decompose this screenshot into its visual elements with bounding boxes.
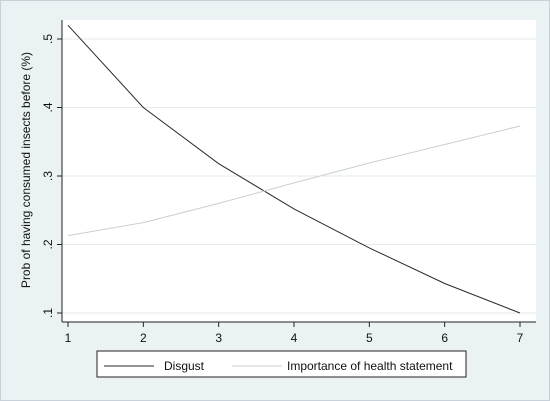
x-tick-label: 6 [441,331,448,345]
y-tick-label: .2 [41,239,55,249]
legend: Disgust Importance of health statement [96,350,467,378]
x-tick-label: 5 [366,331,373,345]
series-lines [67,24,521,314]
y-axis-label: Prob of having consumed insects before (… [19,52,33,288]
x-tick-label: 4 [291,331,298,345]
axes [61,20,536,323]
legend-label-health-statement: Importance of health statement [287,359,453,373]
plot-area [62,20,536,322]
y-tick-label: .4 [41,102,55,112]
legend-box [96,350,467,378]
x-tick-label: 2 [140,331,147,345]
ticks: .1 .2 .3 .4 .5 1 2 3 4 5 6 7 [41,34,524,345]
x-tick-label: 1 [65,331,72,345]
legend-label-disgust: Disgust [164,359,205,373]
x-tick-label: 3 [215,331,222,345]
x-tick-label: 7 [517,331,524,345]
series-line-disgust [67,24,521,314]
gridlines [62,38,536,314]
y-tick-label: .1 [41,308,55,318]
y-tick-label: .3 [41,171,55,181]
series-line-importance-of-health-statement [67,125,521,237]
y-tick-label: .5 [41,34,55,44]
